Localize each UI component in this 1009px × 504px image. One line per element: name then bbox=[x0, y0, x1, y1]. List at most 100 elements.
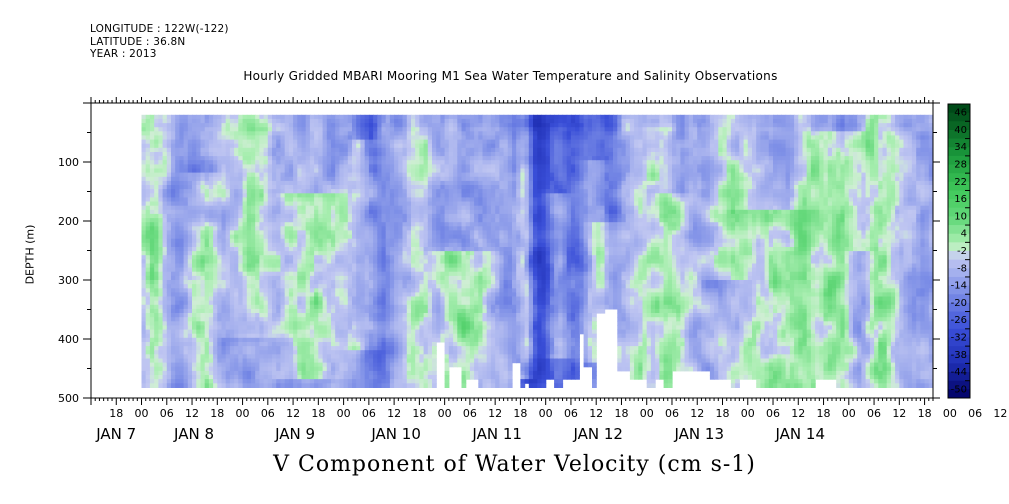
heatmap-cell bbox=[398, 346, 404, 351]
heatmap-cell bbox=[255, 209, 260, 215]
heatmap-cell bbox=[394, 251, 399, 256]
heatmap-cell bbox=[280, 176, 286, 182]
heatmap-cell bbox=[141, 251, 147, 256]
heatmap-cell bbox=[301, 284, 307, 289]
heatmap-cell bbox=[255, 242, 260, 248]
heatmap-cell bbox=[457, 362, 463, 368]
heatmap-cell bbox=[276, 251, 281, 256]
heatmap-cell bbox=[331, 346, 336, 351]
heatmap-cell bbox=[347, 271, 353, 277]
heatmap-cell bbox=[267, 280, 273, 285]
heatmap-cell bbox=[368, 135, 374, 141]
heatmap-cell bbox=[221, 342, 227, 347]
heatmap-cell bbox=[246, 139, 252, 145]
heatmap-cell bbox=[368, 226, 374, 231]
heatmap-cell bbox=[331, 296, 336, 302]
heatmap-cell bbox=[314, 313, 319, 318]
heatmap-cell bbox=[305, 226, 311, 231]
heatmap-cell bbox=[213, 280, 218, 285]
heatmap-cell bbox=[339, 197, 345, 203]
heatmap-cell bbox=[301, 263, 307, 269]
heatmap-cell bbox=[166, 176, 172, 182]
heatmap-cell bbox=[187, 304, 193, 310]
heatmap-cell bbox=[196, 317, 202, 322]
heatmap-cell bbox=[440, 205, 446, 211]
heatmap-cell bbox=[208, 296, 214, 302]
heatmap-cell bbox=[377, 189, 383, 194]
heatmap-cell bbox=[394, 292, 399, 298]
heatmap-cell bbox=[360, 325, 366, 331]
heatmap-cell bbox=[398, 143, 404, 149]
heatmap-cell bbox=[234, 329, 239, 335]
heatmap-cell bbox=[423, 205, 429, 211]
heatmap-cell bbox=[301, 218, 307, 223]
heatmap-cell bbox=[204, 370, 210, 376]
heatmap-cell bbox=[305, 180, 311, 186]
heatmap-cell bbox=[234, 292, 239, 298]
heatmap-cell bbox=[263, 280, 269, 285]
heatmap-cell bbox=[318, 321, 324, 326]
heatmap-cell bbox=[288, 156, 294, 161]
heatmap-cell bbox=[284, 193, 290, 198]
heatmap-cell bbox=[217, 147, 223, 153]
heatmap-cell bbox=[293, 189, 298, 194]
heatmap-cell bbox=[179, 189, 185, 194]
heatmap-cell bbox=[297, 168, 303, 174]
heatmap-cell bbox=[457, 296, 463, 302]
heatmap-cell bbox=[280, 354, 286, 359]
heatmap-cell bbox=[398, 321, 404, 326]
heatmap-cell bbox=[394, 238, 399, 244]
heatmap-cell bbox=[368, 342, 374, 347]
heatmap-cell bbox=[183, 317, 189, 322]
heatmap-cell bbox=[192, 185, 197, 190]
heatmap-cell bbox=[432, 271, 437, 277]
heatmap-cell bbox=[234, 238, 239, 244]
heatmap-cell bbox=[343, 321, 349, 326]
heatmap-cell bbox=[385, 139, 391, 145]
heatmap-cell bbox=[225, 337, 231, 343]
heatmap-cell bbox=[149, 383, 155, 388]
heatmap-cell bbox=[444, 337, 450, 343]
heatmap-cell bbox=[360, 346, 366, 351]
heatmap-cell bbox=[284, 350, 290, 355]
heatmap-cell bbox=[221, 242, 227, 248]
heatmap-cell bbox=[187, 135, 193, 141]
heatmap-cell bbox=[335, 308, 340, 314]
heatmap-cell bbox=[406, 156, 412, 161]
heatmap-cell bbox=[276, 222, 281, 227]
heatmap-cell bbox=[411, 259, 416, 265]
heatmap-cell bbox=[288, 201, 294, 207]
heatmap-cell bbox=[318, 164, 324, 170]
heatmap-cell bbox=[352, 292, 357, 298]
heatmap-cell bbox=[406, 333, 412, 339]
heatmap-cell bbox=[225, 271, 231, 277]
heatmap-cell bbox=[381, 280, 387, 285]
heatmap-cell bbox=[385, 156, 391, 161]
heatmap-cell bbox=[196, 118, 202, 124]
heatmap-cell bbox=[436, 135, 441, 141]
heatmap-cell bbox=[381, 118, 387, 124]
heatmap-cell bbox=[204, 201, 210, 207]
heatmap-cell bbox=[259, 337, 265, 343]
heatmap-cell bbox=[187, 267, 193, 273]
heatmap-cell bbox=[314, 123, 319, 128]
heatmap-cell bbox=[301, 164, 307, 170]
heatmap-cell bbox=[377, 375, 383, 380]
heatmap-cell bbox=[406, 160, 412, 165]
heatmap-cell bbox=[347, 304, 353, 310]
heatmap-cell bbox=[141, 325, 147, 331]
heatmap-cell bbox=[267, 333, 273, 339]
heatmap-cell bbox=[326, 304, 332, 310]
heatmap-cell bbox=[255, 189, 260, 194]
heatmap-cell bbox=[251, 156, 256, 161]
heatmap-cell bbox=[145, 201, 151, 207]
heatmap-cell bbox=[356, 337, 361, 343]
heatmap-cell bbox=[436, 123, 441, 128]
heatmap-cell bbox=[238, 201, 244, 207]
heatmap-cell bbox=[427, 205, 433, 211]
heatmap-cell bbox=[331, 209, 336, 215]
heatmap-cell bbox=[453, 362, 458, 368]
heatmap-cell bbox=[448, 189, 454, 194]
heatmap-cell bbox=[352, 284, 357, 289]
heatmap-cell bbox=[221, 238, 227, 244]
